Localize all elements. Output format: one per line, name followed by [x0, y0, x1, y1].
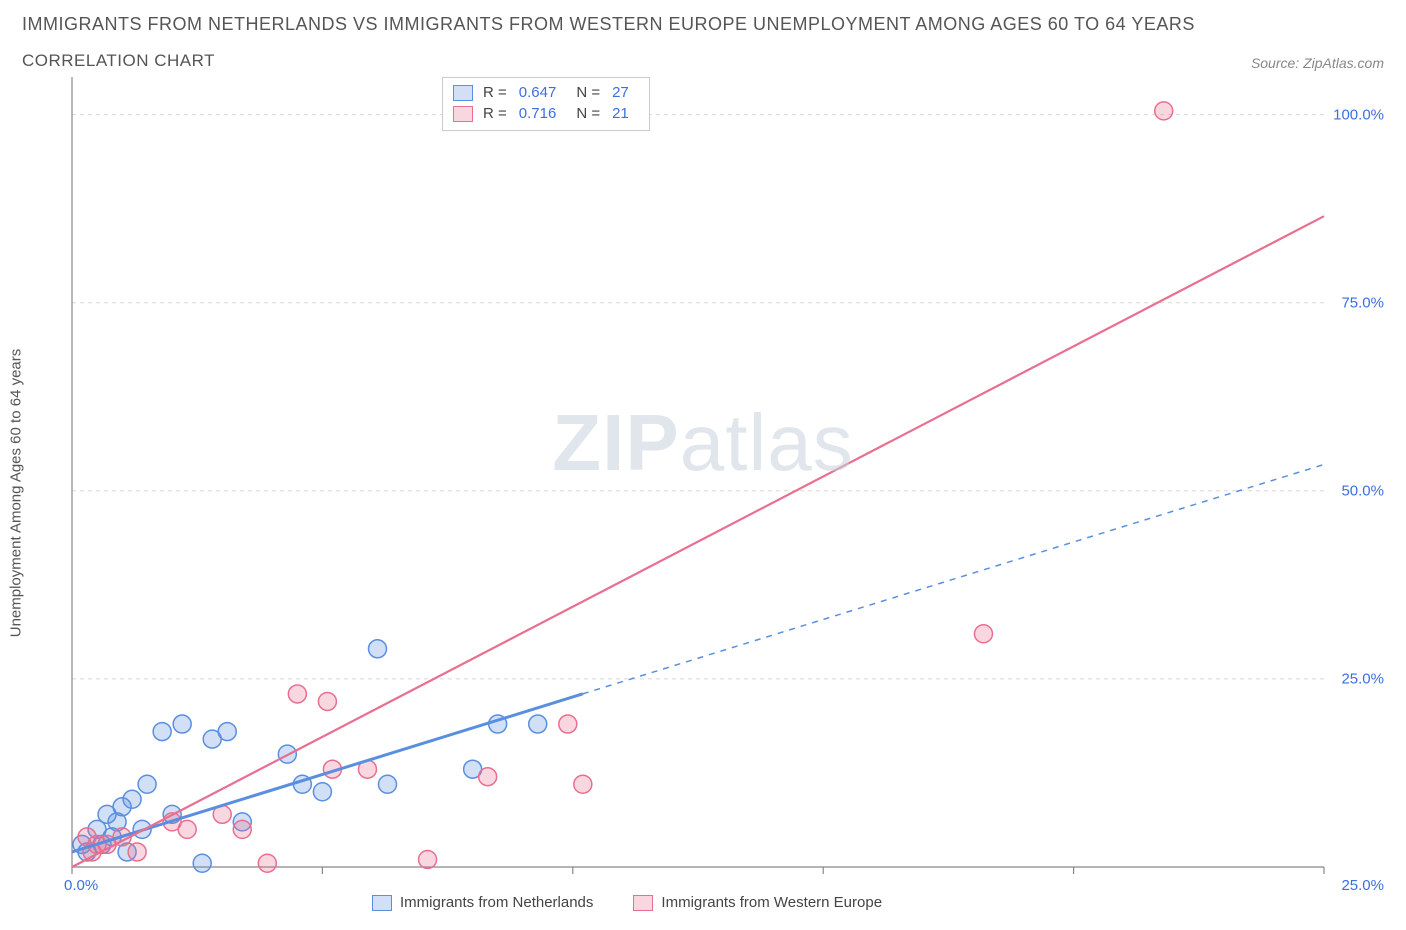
x-axis-tick-last: 25.0%: [1341, 877, 1384, 894]
legend-label: Immigrants from Netherlands: [400, 894, 593, 911]
y-axis-label: Unemployment Among Ages 60 to 64 years: [8, 349, 25, 638]
y-axis-tick-label: 25.0%: [1341, 670, 1384, 687]
source-label: Source: ZipAtlas.com: [1251, 55, 1384, 71]
r-value: 0.716: [519, 103, 557, 124]
legend-label: Immigrants from Western Europe: [661, 894, 882, 911]
stats-row-series-1: R = 0.716 N = 21: [453, 103, 639, 124]
swatch-icon: [453, 106, 473, 122]
chart-title-line2: CORRELATION CHART: [22, 51, 215, 71]
x-axis-tick-first: 0.0%: [64, 877, 98, 894]
y-axis-tick-label: 50.0%: [1341, 482, 1384, 499]
swatch-icon: [372, 895, 392, 911]
series-legend: Immigrants from Netherlands Immigrants f…: [372, 894, 882, 911]
legend-item: Immigrants from Netherlands: [372, 894, 593, 911]
y-axis-tick-label: 75.0%: [1341, 294, 1384, 311]
swatch-icon: [453, 85, 473, 101]
r-value: 0.647: [519, 82, 557, 103]
stats-row-series-0: R = 0.647 N = 27: [453, 82, 639, 103]
chart-area: Unemployment Among Ages 60 to 64 years Z…: [22, 77, 1384, 909]
stats-legend-box: R = 0.647 N = 27 R = 0.716 N = 21: [442, 77, 650, 131]
n-value: 21: [612, 103, 629, 124]
legend-item: Immigrants from Western Europe: [633, 894, 882, 911]
scatter-plot-svg: [22, 77, 1384, 909]
chart-title-line1: IMMIGRANTS FROM NETHERLANDS VS IMMIGRANT…: [22, 14, 1384, 35]
swatch-icon: [633, 895, 653, 911]
n-value: 27: [612, 82, 629, 103]
y-axis-tick-label: 100.0%: [1333, 106, 1384, 123]
